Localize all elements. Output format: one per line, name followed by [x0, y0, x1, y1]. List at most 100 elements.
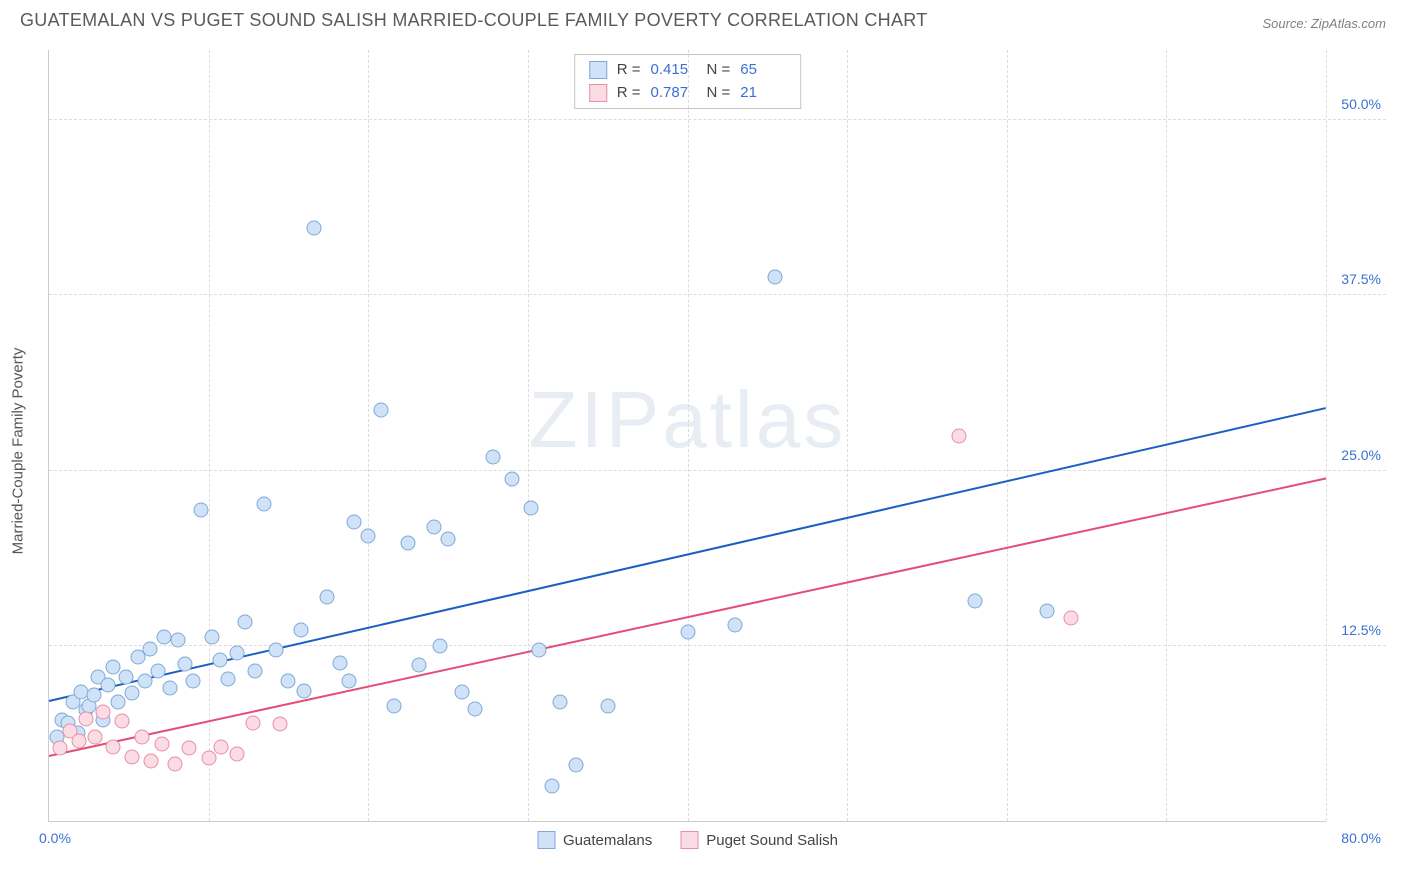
- data-point: [86, 687, 101, 702]
- data-point: [455, 685, 470, 700]
- gridline-horizontal: [49, 645, 1386, 646]
- plot-wrap: Married-Couple Family Poverty ZIPatlas R…: [48, 50, 1386, 852]
- watermark-atlas: atlas: [662, 375, 846, 464]
- data-point: [600, 699, 615, 714]
- gridline-vertical: [1166, 50, 1167, 821]
- data-point: [485, 449, 500, 464]
- data-point: [212, 652, 227, 667]
- source-name: ZipAtlas.com: [1311, 16, 1386, 31]
- gridline-horizontal: [49, 470, 1386, 471]
- data-point: [504, 471, 519, 486]
- source-attribution: Source: ZipAtlas.com: [1262, 16, 1386, 31]
- data-point: [257, 497, 272, 512]
- plot-area: ZIPatlas R = 0.415 N = 65 R = 0.787 N = …: [48, 50, 1326, 822]
- gridline-vertical: [528, 50, 529, 821]
- gridline-vertical: [1326, 50, 1327, 821]
- data-point: [728, 617, 743, 632]
- data-point: [155, 736, 170, 751]
- data-point: [281, 673, 296, 688]
- data-point: [230, 645, 245, 660]
- data-point: [214, 739, 229, 754]
- chart-title: GUATEMALAN VS PUGET SOUND SALISH MARRIED…: [20, 10, 928, 31]
- data-point: [72, 734, 87, 749]
- data-point: [552, 694, 567, 709]
- data-point: [306, 221, 321, 236]
- x-axis-min-label: 0.0%: [39, 830, 71, 846]
- data-point: [115, 714, 130, 729]
- chart-header: GUATEMALAN VS PUGET SOUND SALISH MARRIED…: [0, 0, 1406, 39]
- data-point: [193, 502, 208, 517]
- data-point: [346, 515, 361, 530]
- swatch-series-2: [680, 831, 698, 849]
- data-point: [433, 638, 448, 653]
- data-point: [532, 642, 547, 657]
- data-point: [680, 624, 695, 639]
- data-point: [125, 686, 140, 701]
- data-point: [401, 536, 416, 551]
- y-tick-label: 12.5%: [1341, 622, 1381, 638]
- data-point: [118, 669, 133, 684]
- data-point: [342, 673, 357, 688]
- data-point: [185, 673, 200, 688]
- data-point: [544, 778, 559, 793]
- legend-item-1: Guatemalans: [537, 831, 652, 849]
- data-point: [110, 694, 125, 709]
- data-point: [150, 664, 165, 679]
- data-point: [386, 699, 401, 714]
- gridline-horizontal: [49, 294, 1386, 295]
- swatch-series-2: [589, 84, 607, 102]
- gridline-vertical: [209, 50, 210, 821]
- data-point: [768, 270, 783, 285]
- data-point: [182, 741, 197, 756]
- data-point: [168, 756, 183, 771]
- data-point: [468, 701, 483, 716]
- data-point: [96, 704, 111, 719]
- data-point: [53, 741, 68, 756]
- data-point: [951, 428, 966, 443]
- r-value-1: 0.415: [651, 59, 697, 82]
- x-axis-max-label: 80.0%: [1341, 830, 1381, 846]
- data-point: [319, 589, 334, 604]
- gridline-vertical: [368, 50, 369, 821]
- data-point: [105, 739, 120, 754]
- data-point: [204, 630, 219, 645]
- data-point: [101, 678, 116, 693]
- y-tick-label: 25.0%: [1341, 447, 1381, 463]
- data-point: [137, 673, 152, 688]
- n-value-1: 65: [740, 59, 786, 82]
- data-point: [88, 729, 103, 744]
- data-point: [156, 630, 171, 645]
- data-point: [125, 749, 140, 764]
- n-value-2: 21: [740, 82, 786, 105]
- data-point: [163, 680, 178, 695]
- data-point: [247, 664, 262, 679]
- data-point: [177, 657, 192, 672]
- data-point: [171, 633, 186, 648]
- data-point: [1039, 603, 1054, 618]
- data-point: [238, 614, 253, 629]
- legend-label-1: Guatemalans: [563, 832, 652, 849]
- y-axis-label: Married-Couple Family Poverty: [10, 348, 27, 555]
- data-point: [246, 715, 261, 730]
- gridline-vertical: [688, 50, 689, 821]
- legend-series: Guatemalans Puget Sound Salish: [537, 831, 838, 849]
- y-tick-label: 37.5%: [1341, 271, 1381, 287]
- r-label: R =: [617, 59, 641, 82]
- n-label: N =: [707, 59, 731, 82]
- data-point: [332, 655, 347, 670]
- swatch-series-1: [537, 831, 555, 849]
- data-point: [412, 658, 427, 673]
- legend-item-2: Puget Sound Salish: [680, 831, 838, 849]
- r-value-2: 0.787: [651, 82, 697, 105]
- data-point: [230, 746, 245, 761]
- gridline-horizontal: [49, 119, 1386, 120]
- data-point: [374, 403, 389, 418]
- data-point: [361, 529, 376, 544]
- data-point: [201, 750, 216, 765]
- n-label: N =: [707, 82, 731, 105]
- data-point: [294, 623, 309, 638]
- swatch-series-1: [589, 61, 607, 79]
- data-point: [220, 672, 235, 687]
- data-point: [967, 593, 982, 608]
- gridline-vertical: [1007, 50, 1008, 821]
